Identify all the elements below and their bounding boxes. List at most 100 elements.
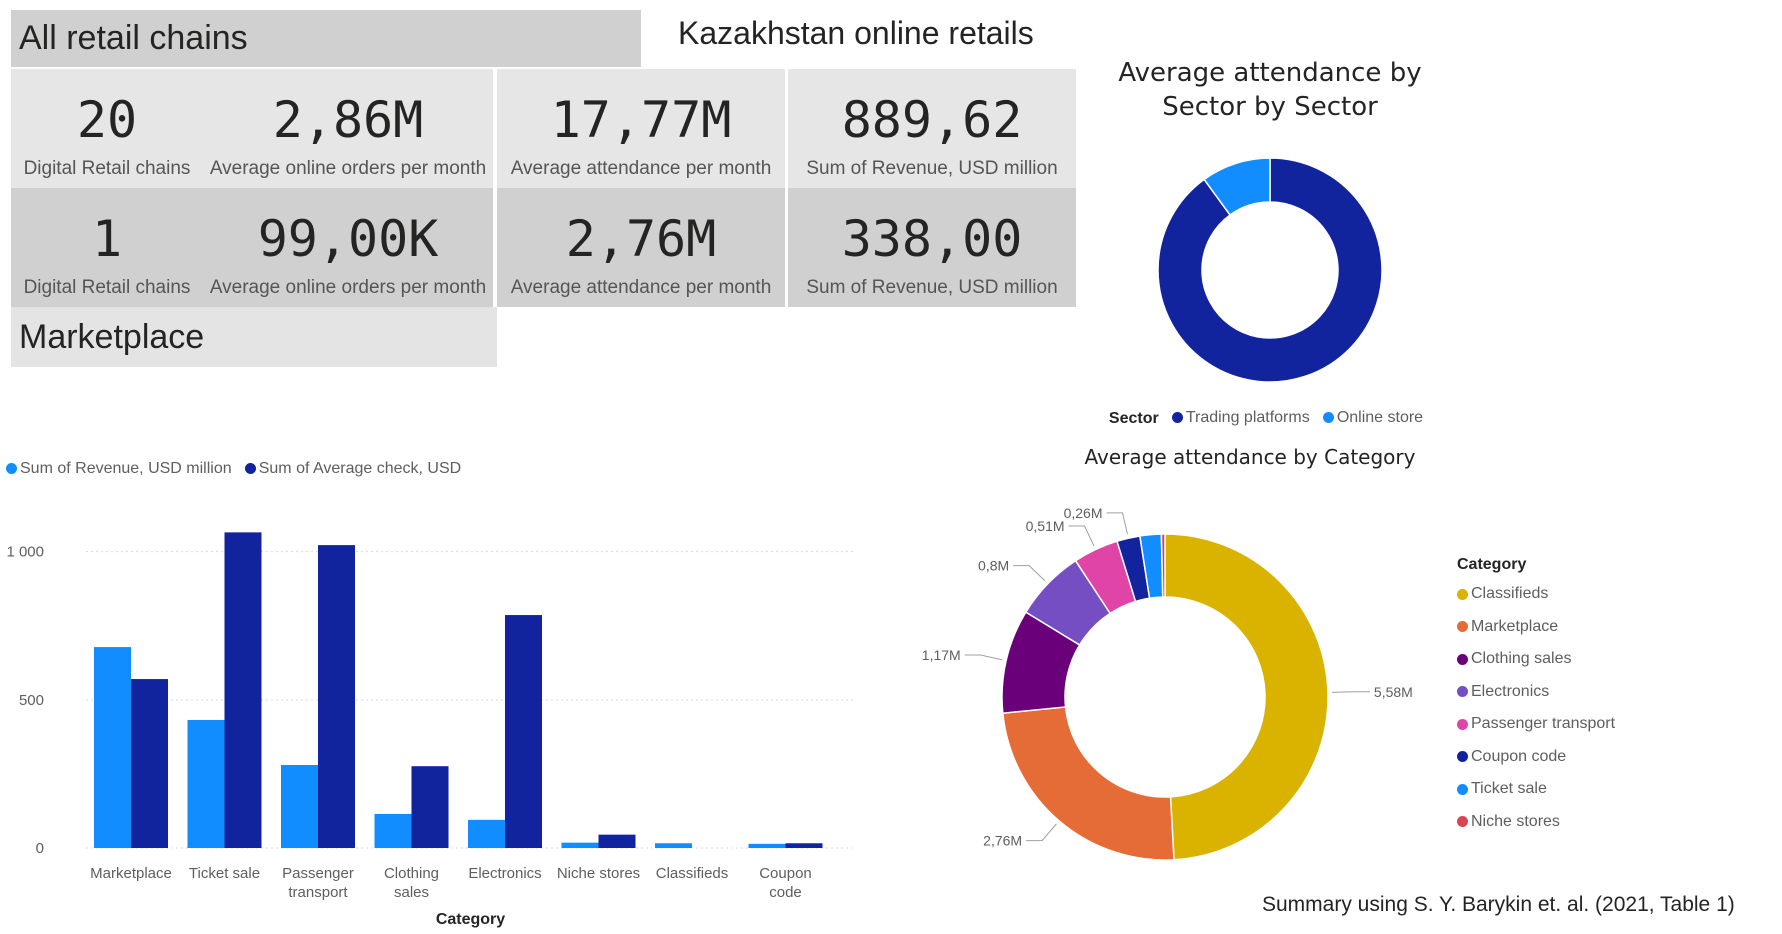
sector-legend: Sector Trading platforms Online store — [1100, 408, 1440, 428]
bar-revenue[interactable] — [374, 813, 412, 848]
sector-slice-online-store[interactable] — [1203, 157, 1271, 217]
leader-line — [1331, 691, 1370, 693]
legend-label: Passenger transport — [1471, 715, 1616, 733]
legend-label: Online store — [1336, 408, 1424, 426]
kpi-card-chains: 20 Digital Retail chains — [11, 69, 203, 188]
legend-item-online-store: Online store — [1322, 408, 1424, 427]
legend-item-electronics: Electronics — [1457, 676, 1615, 709]
leader-line — [964, 654, 1003, 661]
bar-revenue[interactable] — [748, 843, 786, 848]
all-retail-chains-banner: All retail chains — [11, 10, 641, 67]
bar-revenue[interactable] — [281, 765, 318, 848]
legend-label: Classifieds — [1471, 585, 1549, 603]
sector-chart-title: Average attendance by Sector by Sector — [1080, 56, 1460, 124]
legend-item-marketplace: Marketplace — [1457, 611, 1615, 644]
bar-avg-check[interactable] — [131, 679, 168, 848]
legend-swatch — [6, 463, 17, 474]
all-retail-chains-label: All retail chains — [19, 19, 248, 57]
kpi-label: Average attendance per month — [510, 277, 772, 298]
legend-swatch — [1457, 653, 1468, 665]
x-tick-label: Ticket sale — [189, 865, 260, 882]
y-tick-label: 0 — [36, 840, 44, 857]
kpi-value: 17,77M — [550, 91, 732, 149]
legend-label: Niche stores — [1471, 812, 1560, 830]
kpi-value: 889,62 — [841, 91, 1023, 149]
legend-swatch — [1457, 783, 1468, 795]
legend-label: Clothing sales — [1471, 650, 1572, 668]
legend-item-revenue: Sum of Revenue, USD million — [6, 460, 232, 478]
x-tick-label: Electronics — [468, 865, 541, 882]
x-axis-label: Category — [436, 911, 505, 928]
kpi-label: Sum of Revenue, USD million — [806, 158, 1058, 179]
kpi-card-chains-marketplace: 1 Digital Retail chains — [11, 188, 203, 307]
x-tick-label: sales — [394, 884, 429, 901]
bar-revenue[interactable] — [655, 843, 692, 848]
category-slice-marketplace[interactable] — [1001, 706, 1175, 861]
legend-label: Coupon code — [1471, 747, 1567, 765]
bar-avg-check[interactable] — [505, 615, 542, 848]
bar-revenue[interactable] — [561, 842, 599, 848]
category-slice-niche-stores[interactable] — [1160, 533, 1166, 598]
bar-avg-check[interactable] — [411, 766, 449, 848]
legend-item-ticket-sale: Ticket sale — [1457, 773, 1615, 806]
bar-avg-check[interactable] — [318, 545, 355, 848]
kpi-value: 2,76M — [565, 210, 717, 268]
leader-line — [1026, 823, 1057, 842]
legend-swatch — [1457, 588, 1468, 600]
x-tick-label: Passenger — [282, 865, 354, 882]
bar-avg-check[interactable] — [598, 834, 636, 848]
x-tick-label: Classifieds — [656, 865, 729, 882]
x-tick-label: Niche stores — [557, 865, 640, 882]
bar-chart: 0 500 1 000 Marketplace Ticket sale Passenger… — [6, 532, 855, 928]
legend-swatch — [1457, 816, 1468, 828]
category-slice-classifieds[interactable] — [1164, 533, 1329, 861]
legend-item-clothing-sales: Clothing sales — [1457, 643, 1615, 676]
bar-avg-check[interactable] — [785, 843, 823, 848]
legend-swatch — [1457, 718, 1468, 730]
kpi-card-orders: 2,86M Average online orders per month — [203, 69, 493, 188]
kpi-grid: 20 Digital Retail chains 2,86M Average o… — [11, 69, 1076, 307]
y-tick-label: 1 000 — [6, 544, 44, 561]
kpi-value: 20 — [76, 91, 138, 149]
kpi-card-orders-marketplace: 99,00K Average online orders per month — [203, 188, 493, 307]
bar-revenue[interactable] — [468, 819, 505, 848]
category-legend-items: Classifieds Marketplace Clothing sales Elec… — [1457, 578, 1615, 838]
legend-swatch — [244, 463, 256, 474]
x-tick-label: code — [769, 884, 802, 901]
category-chart-title: Average attendance by Category — [1084, 445, 1416, 469]
marketplace-label: Marketplace — [19, 317, 205, 356]
bar-avg-check[interactable] — [224, 532, 262, 848]
legend-item-niche-stores: Niche stores — [1457, 806, 1615, 839]
bar-revenue[interactable] — [94, 647, 131, 848]
kpi-label: Digital Retail chains — [23, 277, 191, 298]
kpi-label: Average online orders per month — [209, 277, 487, 298]
data-label: 0,8M — [978, 558, 1009, 574]
leader-line — [1013, 565, 1046, 582]
page-title: Kazakhstan online retails — [678, 15, 1034, 51]
legend-swatch — [1322, 412, 1334, 423]
sector-donut-chart — [1157, 157, 1383, 383]
kpi-card-attendance: 17,77M Average attendance per month — [497, 69, 785, 188]
legend-label: Sum of Revenue, USD million — [20, 459, 232, 477]
legend-swatch — [1457, 621, 1468, 633]
x-tick-label: Clothing — [384, 865, 439, 882]
kpi-label: Average online orders per month — [209, 158, 487, 179]
kpi-label: Sum of Revenue, USD million — [806, 277, 1058, 298]
data-label: 2,76M — [983, 833, 1022, 849]
kpi-value: 338,00 — [841, 210, 1023, 268]
legend-label: Ticket sale — [1471, 780, 1547, 798]
marketplace-banner: Marketplace — [11, 307, 497, 367]
sector-chart-title-line2: Sector by Sector — [1162, 92, 1378, 122]
kpi-card-revenue: 889,62 Sum of Revenue, USD million — [788, 69, 1076, 188]
bar-revenue[interactable] — [187, 719, 225, 848]
sector-slice-trading-platforms[interactable] — [1157, 157, 1383, 383]
category-legend: Category Classifieds Marketplace Clothing … — [1457, 556, 1615, 838]
leader-line — [1106, 512, 1128, 535]
footnote: Summary using S. Y. Barykin et. al. (202… — [1262, 893, 1735, 916]
legend-swatch — [1457, 686, 1468, 698]
legend-item-classifieds: Classifieds — [1457, 578, 1615, 611]
kpi-label: Digital Retail chains — [23, 158, 191, 179]
data-label: 0,51M — [1026, 518, 1065, 534]
x-tick-label: Marketplace — [90, 865, 172, 882]
legend-swatch — [1171, 412, 1183, 423]
